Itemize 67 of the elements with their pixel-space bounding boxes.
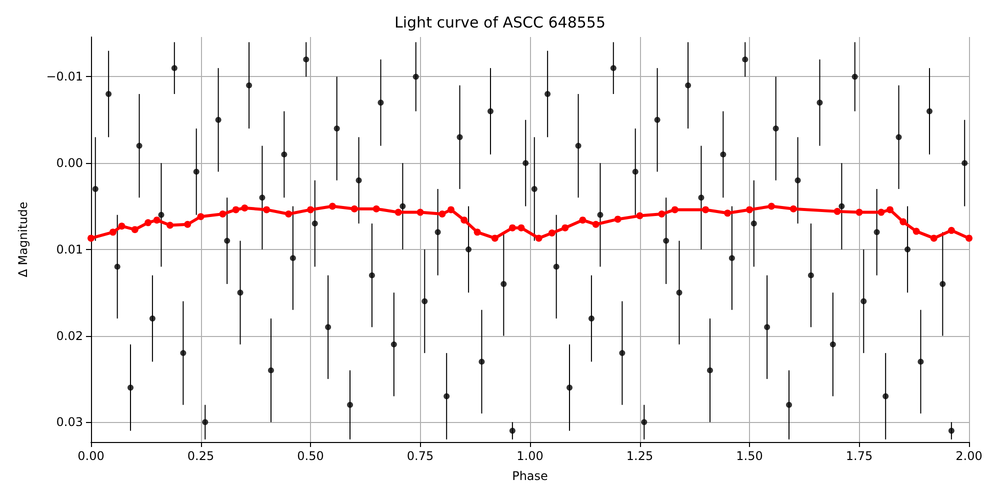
y-tick-label: −0.01 bbox=[46, 70, 83, 84]
point bbox=[491, 234, 498, 242]
x-axis-title: Phase bbox=[512, 469, 548, 483]
point bbox=[834, 208, 841, 215]
x-tick-label: 0.75 bbox=[406, 449, 434, 463]
point bbox=[438, 210, 446, 218]
point bbox=[912, 228, 920, 235]
point bbox=[153, 216, 160, 224]
point bbox=[447, 206, 454, 214]
y-tick-label: 0.02 bbox=[56, 328, 83, 343]
x-tick-label: 2.00 bbox=[956, 449, 982, 463]
x-tick-label: 1.75 bbox=[846, 449, 873, 463]
point bbox=[548, 230, 556, 237]
point bbox=[768, 202, 775, 210]
point bbox=[724, 210, 732, 217]
point bbox=[702, 206, 710, 214]
x-tick-label: 0.25 bbox=[187, 449, 214, 463]
point bbox=[219, 210, 226, 218]
point bbox=[232, 206, 240, 214]
point bbox=[562, 224, 569, 232]
point bbox=[966, 234, 972, 242]
y-tick-label: 0.03 bbox=[56, 415, 83, 430]
chart-title: Light curve of ASCC 648555 bbox=[394, 14, 606, 32]
y-tick-label: 0.01 bbox=[56, 242, 83, 256]
point bbox=[350, 205, 358, 212]
point bbox=[88, 234, 94, 242]
x-tick-label: 1.25 bbox=[626, 449, 654, 463]
point bbox=[671, 206, 678, 214]
point bbox=[518, 224, 525, 232]
point bbox=[790, 205, 797, 212]
point bbox=[614, 216, 622, 223]
point bbox=[746, 206, 753, 214]
point bbox=[109, 228, 116, 236]
point bbox=[416, 208, 424, 216]
point bbox=[886, 206, 894, 214]
x-tick-label: 1.00 bbox=[516, 449, 544, 463]
point bbox=[508, 224, 516, 232]
x-tick-label: 1.50 bbox=[736, 449, 763, 463]
point bbox=[285, 210, 292, 218]
point bbox=[636, 212, 644, 220]
point bbox=[307, 206, 314, 214]
y-axis-title: Δ Magnitude bbox=[16, 202, 30, 278]
point bbox=[579, 216, 586, 224]
point bbox=[241, 204, 248, 212]
point bbox=[197, 213, 204, 220]
point bbox=[856, 208, 863, 216]
point bbox=[878, 208, 885, 216]
point bbox=[930, 234, 938, 242]
point bbox=[394, 208, 402, 216]
point bbox=[263, 206, 270, 214]
x-tick-label: 0.00 bbox=[78, 449, 104, 463]
point bbox=[474, 228, 481, 236]
point bbox=[166, 222, 174, 229]
point bbox=[184, 220, 192, 228]
point bbox=[118, 222, 126, 230]
point bbox=[948, 226, 955, 234]
point bbox=[328, 202, 336, 210]
y-tick-label: 0.00 bbox=[56, 156, 83, 170]
point bbox=[658, 210, 666, 218]
point bbox=[144, 219, 152, 226]
point bbox=[900, 218, 907, 226]
point bbox=[535, 234, 542, 242]
x-tick-label: 0.50 bbox=[297, 449, 324, 463]
point bbox=[372, 205, 380, 212]
point bbox=[131, 226, 138, 234]
point bbox=[460, 216, 468, 224]
point bbox=[592, 220, 600, 228]
